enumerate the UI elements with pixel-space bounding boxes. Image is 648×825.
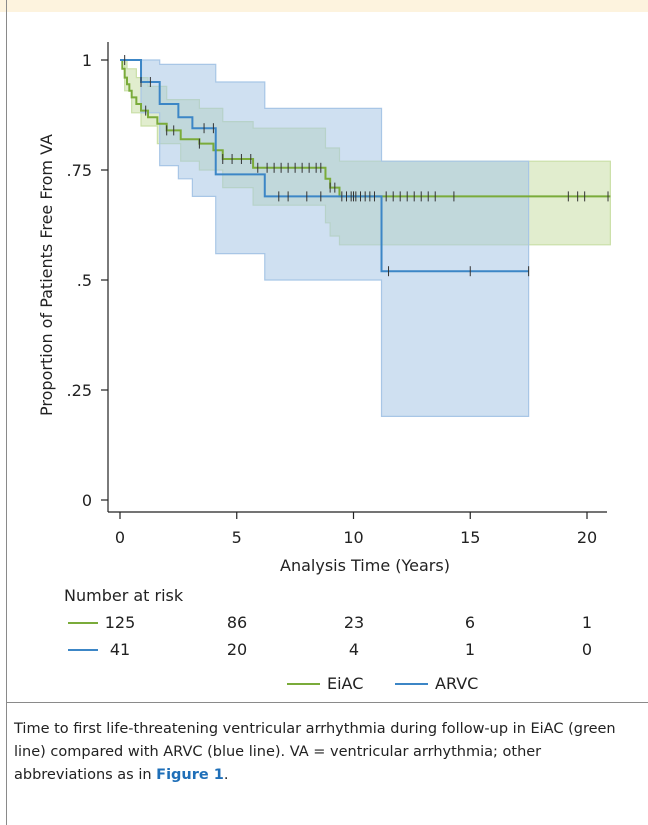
legend-label-arvc: ARVC [435,674,478,693]
confidence-bands [120,59,611,417]
legend: EiAC ARVC [287,674,478,693]
caption-end: . [223,767,229,783]
header-band [0,0,648,12]
risk-table: 125 86 23 6 141 20 4 1 0 [68,613,592,659]
frame-divider [6,703,7,825]
censor-marks [124,55,609,277]
risk-value: 86 [227,613,247,632]
figure-1-link[interactable]: Figure 1 [156,767,224,783]
x-tick-label: 15 [460,528,480,547]
x-tick-label: 0 [115,528,125,547]
legend-label-eiac: EiAC [327,674,363,693]
risk-value: 41 [110,640,130,659]
survival-line-eiac [120,59,611,198]
y-tick-label: .25 [67,381,92,400]
y-tick-label: 1 [82,51,92,70]
figure-frame [6,0,648,703]
y-tick-label: .75 [67,161,92,180]
risk-table-title: Number at risk [64,586,184,605]
x-tick-label: 20 [577,528,597,547]
x-axis-label: Analysis Time (Years) [280,556,450,575]
risk-value: 4 [349,640,359,659]
y-tick-label: .5 [77,271,92,290]
risk-value: 1 [582,613,592,632]
risk-value: 1 [465,640,475,659]
risk-value: 20 [227,640,247,659]
caption-text: Time to first life-threatening ventricul… [14,721,616,783]
y-axis-label: Proportion of Patients Free From VA [37,134,56,416]
risk-value: 125 [105,613,136,632]
y-tick-label: 0 [82,491,92,510]
risk-value: 23 [344,613,364,632]
ci-band-arvc [120,59,530,417]
x-tick-label: 10 [343,528,363,547]
risk-value: 6 [465,613,475,632]
figure-caption: Time to first life-threatening ventricul… [14,718,624,787]
risk-value: 0 [582,640,592,659]
x-tick-label: 5 [232,528,242,547]
